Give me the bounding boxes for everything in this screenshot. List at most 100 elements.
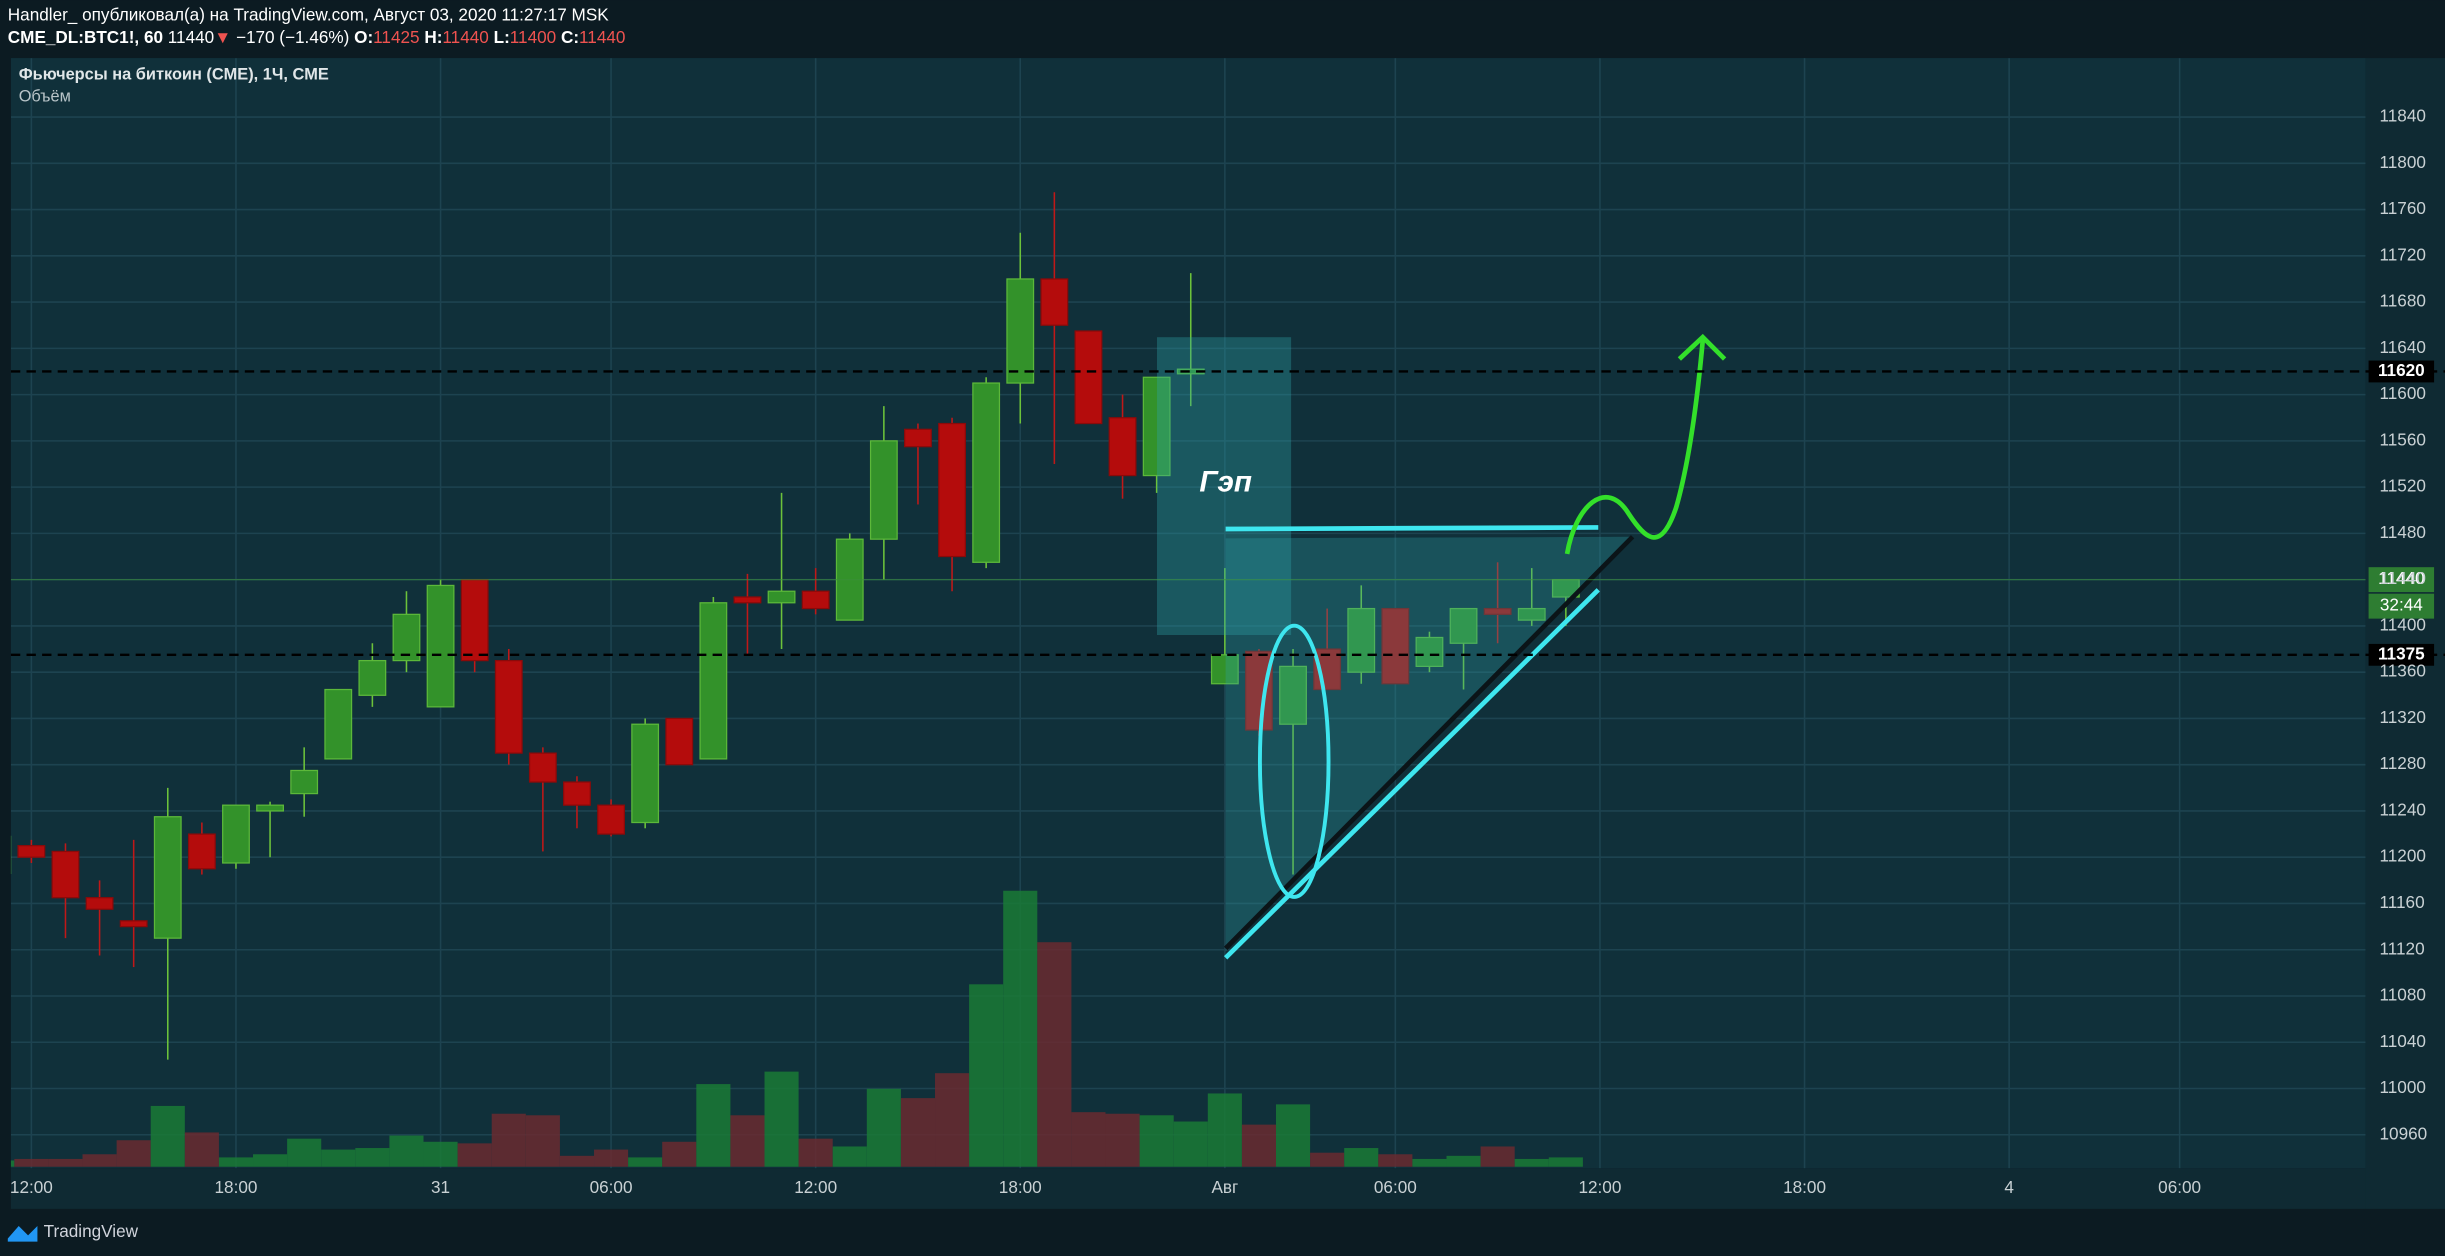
volume-bar (82, 1154, 117, 1167)
volume-bar (1105, 1113, 1140, 1167)
x-tick-label: Авг (1211, 1177, 1238, 1197)
candle-body (801, 590, 830, 610)
candle-body (1210, 654, 1239, 685)
volume-bar (1378, 1154, 1413, 1167)
h-label: H: (424, 26, 442, 46)
level-badge (2368, 360, 2435, 383)
volume-bar (696, 1084, 731, 1167)
candle-body (358, 659, 387, 696)
volume-bar (798, 1138, 833, 1167)
candle-body (767, 590, 796, 604)
price: 11440 (168, 26, 214, 46)
candle-body (51, 850, 80, 899)
y-tick-label: 11360 (2380, 661, 2426, 681)
volume-bar (866, 1088, 901, 1167)
y-tick-label: 11240 (2380, 799, 2426, 819)
y-tick-label: 11440 (2380, 568, 2426, 588)
last-price-badge (2368, 567, 2435, 593)
triangle-edge (1223, 535, 1635, 951)
candle-body (528, 752, 557, 783)
volume-bar (116, 1140, 151, 1167)
candle-body (631, 723, 660, 824)
candle-body (1279, 665, 1307, 725)
drawings: Гэп (1157, 333, 1727, 960)
candles (10, 192, 1580, 1060)
c-value: 11440 (579, 26, 625, 46)
volume-bar (1344, 1148, 1379, 1167)
volume-bar (1480, 1146, 1515, 1167)
volume-bar (14, 1158, 49, 1167)
time-axis (10, 1168, 2366, 1209)
resistance-line (1225, 525, 1599, 532)
volume-bar (48, 1158, 83, 1167)
candle-body (290, 769, 319, 795)
volume-bar (935, 1073, 970, 1167)
volume-bar (628, 1157, 663, 1167)
x-tick-label: 12:00 (794, 1177, 837, 1197)
arrow-head (1677, 333, 1727, 361)
y-tick-label: 11120 (2380, 938, 2425, 958)
x-tick-label: 12:00 (10, 1177, 53, 1197)
volume-bar (1412, 1158, 1447, 1167)
volume-bar (355, 1148, 390, 1167)
arrow: ▼ (214, 26, 231, 46)
legend-volume: Объём (19, 87, 71, 105)
change: −170 (−1.46%) (236, 26, 349, 46)
volume-pane (10, 890, 1583, 1167)
candle-body (972, 382, 1001, 563)
x-tick-label: 06:00 (2158, 1177, 2201, 1197)
candle-body (324, 688, 353, 760)
x-tick-label: 18:00 (999, 1177, 1042, 1197)
volume-bar (10, 1160, 15, 1167)
volume-bar (389, 1135, 424, 1167)
volume-bar (832, 1146, 867, 1167)
last-price-label: 11440 (2378, 568, 2424, 588)
candle-body (733, 596, 762, 604)
volume-bar (287, 1138, 322, 1167)
symbol-line: CME_DL:BTC1!, 60 11440▼ −170 (−1.46%) O:… (8, 26, 626, 46)
candle-body (665, 717, 694, 766)
x-tick-label: 4 (2004, 1177, 2014, 1197)
candle-body (187, 833, 216, 870)
candle-body (1415, 636, 1444, 668)
candle-body (597, 804, 625, 835)
volume-bar (1003, 890, 1038, 1167)
level-label: 11620 (2378, 360, 2425, 380)
candle-body (1142, 376, 1171, 477)
o-value: 11425 (373, 26, 419, 46)
y-tick-label: 11720 (2380, 244, 2426, 264)
y-tick-label: 11080 (2380, 985, 2426, 1005)
logo (7, 1225, 38, 1242)
y-tick-label: 11320 (2380, 707, 2426, 727)
forecast-arrow (1564, 340, 1706, 555)
volume-bar (253, 1154, 288, 1167)
volume-bar (1276, 1104, 1311, 1167)
volume-bar (457, 1143, 492, 1167)
countdown-label: 32:44 (2380, 595, 2423, 615)
volume-bar (1071, 1112, 1106, 1167)
volume-bar (1241, 1124, 1277, 1167)
y-tick-label: 11760 (2380, 198, 2426, 218)
candle-body (494, 659, 523, 754)
candle-body (1040, 278, 1069, 326)
x-tick-label: 18:00 (215, 1177, 258, 1197)
y-tick-label: 11640 (2380, 337, 2426, 357)
y-tick-label: 11400 (2380, 614, 2426, 634)
candle-body (1517, 607, 1546, 621)
volume-bar (1139, 1115, 1174, 1167)
candle-body (460, 579, 489, 662)
candle-body (119, 920, 148, 928)
volume-bar (764, 1071, 799, 1167)
x-tick-label: 18:00 (1783, 1177, 1826, 1197)
price-axis (2365, 58, 2445, 1209)
y-tick-label: 11800 (2380, 152, 2426, 172)
candle-body (1381, 607, 1410, 685)
brand: TradingView (44, 1221, 139, 1241)
candle-body (1483, 607, 1512, 615)
candle-body (904, 428, 932, 448)
volume-bar (594, 1149, 629, 1167)
y-tick-label: 11560 (2380, 429, 2426, 449)
candle-body (699, 602, 728, 760)
